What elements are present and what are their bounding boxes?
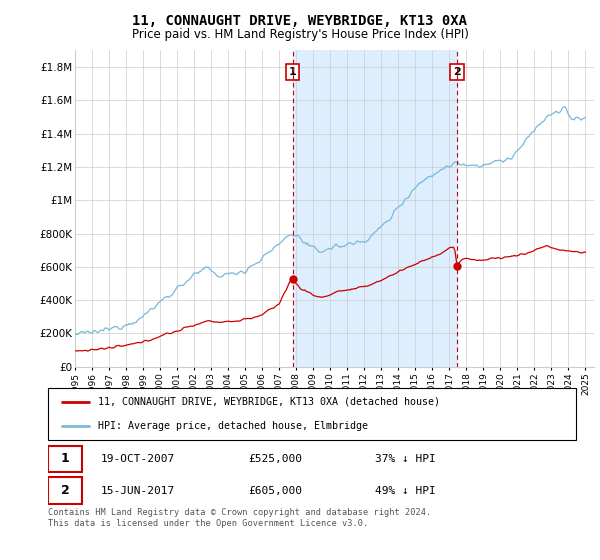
FancyBboxPatch shape — [48, 446, 82, 472]
Text: 19-OCT-2007: 19-OCT-2007 — [101, 454, 175, 464]
Text: HPI: Average price, detached house, Elmbridge: HPI: Average price, detached house, Elmb… — [98, 421, 368, 431]
Text: 1: 1 — [289, 67, 296, 77]
Text: 11, CONNAUGHT DRIVE, WEYBRIDGE, KT13 0XA: 11, CONNAUGHT DRIVE, WEYBRIDGE, KT13 0XA — [133, 14, 467, 28]
Text: Contains HM Land Registry data © Crown copyright and database right 2024.
This d: Contains HM Land Registry data © Crown c… — [48, 508, 431, 528]
Text: £605,000: £605,000 — [248, 486, 302, 496]
Bar — [293, 50, 457, 367]
Text: 37% ↓ HPI: 37% ↓ HPI — [376, 454, 436, 464]
Text: £525,000: £525,000 — [248, 454, 302, 464]
Text: 2: 2 — [453, 67, 461, 77]
FancyBboxPatch shape — [48, 478, 82, 503]
Text: 11, CONNAUGHT DRIVE, WEYBRIDGE, KT13 0XA (detached house): 11, CONNAUGHT DRIVE, WEYBRIDGE, KT13 0XA… — [98, 397, 440, 407]
Text: 15-JUN-2017: 15-JUN-2017 — [101, 486, 175, 496]
Text: 1: 1 — [61, 452, 70, 465]
Text: 49% ↓ HPI: 49% ↓ HPI — [376, 486, 436, 496]
Text: 2: 2 — [61, 484, 70, 497]
FancyBboxPatch shape — [48, 388, 576, 440]
Text: Price paid vs. HM Land Registry's House Price Index (HPI): Price paid vs. HM Land Registry's House … — [131, 28, 469, 41]
